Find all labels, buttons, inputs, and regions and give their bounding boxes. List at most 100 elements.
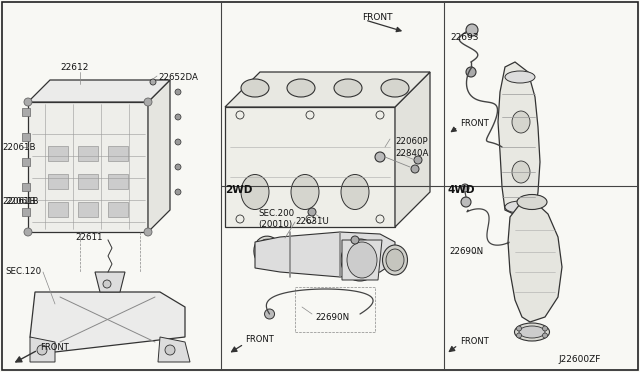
Circle shape — [144, 98, 152, 106]
Circle shape — [165, 345, 175, 355]
Ellipse shape — [241, 79, 269, 97]
Circle shape — [466, 24, 478, 36]
Text: 22693: 22693 — [450, 32, 479, 42]
Polygon shape — [342, 240, 382, 280]
Circle shape — [543, 326, 547, 331]
Circle shape — [175, 189, 181, 195]
Polygon shape — [28, 102, 148, 232]
Text: 22652DA: 22652DA — [158, 73, 198, 81]
Ellipse shape — [287, 79, 315, 97]
Ellipse shape — [241, 174, 269, 209]
Circle shape — [103, 280, 111, 288]
Text: FRONT: FRONT — [460, 119, 489, 128]
Text: FRONT: FRONT — [362, 13, 392, 22]
Ellipse shape — [517, 195, 547, 209]
Polygon shape — [148, 80, 170, 232]
Polygon shape — [255, 232, 395, 277]
Text: SEC.200: SEC.200 — [258, 209, 294, 218]
Circle shape — [175, 164, 181, 170]
Circle shape — [24, 228, 32, 236]
Bar — [108, 202, 128, 217]
Bar — [108, 174, 128, 189]
Circle shape — [461, 197, 471, 207]
Circle shape — [351, 236, 359, 244]
Text: FRONT: FRONT — [460, 337, 489, 346]
Text: 22690N: 22690N — [315, 312, 349, 321]
Bar — [22, 183, 30, 191]
Circle shape — [411, 165, 419, 173]
Circle shape — [516, 333, 522, 338]
Circle shape — [543, 333, 547, 338]
Circle shape — [37, 345, 47, 355]
Ellipse shape — [386, 249, 404, 271]
Text: 22061B: 22061B — [2, 198, 35, 206]
Polygon shape — [498, 62, 540, 217]
Ellipse shape — [515, 323, 550, 341]
Polygon shape — [158, 337, 190, 362]
Bar — [48, 146, 68, 161]
Circle shape — [281, 238, 289, 246]
Circle shape — [175, 89, 181, 95]
Ellipse shape — [254, 236, 282, 268]
Ellipse shape — [505, 71, 535, 83]
Bar — [78, 174, 98, 189]
Ellipse shape — [383, 245, 408, 275]
Text: 22061B: 22061B — [5, 198, 38, 206]
Polygon shape — [95, 272, 125, 292]
Ellipse shape — [341, 239, 379, 281]
Text: 22061B: 22061B — [2, 142, 35, 151]
Ellipse shape — [257, 239, 279, 265]
Circle shape — [308, 208, 316, 216]
Polygon shape — [508, 202, 562, 322]
Circle shape — [461, 184, 469, 192]
Text: 22060P: 22060P — [395, 138, 428, 147]
Text: 22631U: 22631U — [295, 218, 329, 227]
Bar — [78, 146, 98, 161]
Bar — [48, 174, 68, 189]
Circle shape — [150, 79, 156, 85]
Polygon shape — [395, 72, 430, 227]
Polygon shape — [225, 72, 430, 107]
Text: (20010): (20010) — [258, 219, 292, 228]
Bar — [78, 202, 98, 217]
Circle shape — [375, 152, 385, 162]
Ellipse shape — [341, 174, 369, 209]
Ellipse shape — [505, 201, 535, 213]
Text: J22600ZF: J22600ZF — [558, 356, 600, 365]
Text: 22690N: 22690N — [449, 247, 483, 257]
Bar — [48, 202, 68, 217]
Circle shape — [516, 326, 522, 331]
Circle shape — [24, 98, 32, 106]
Text: 4WD: 4WD — [448, 185, 476, 195]
Circle shape — [175, 139, 181, 145]
Bar — [22, 158, 30, 166]
Polygon shape — [28, 80, 170, 102]
Ellipse shape — [381, 79, 409, 97]
Text: FRONT: FRONT — [40, 343, 68, 352]
Ellipse shape — [334, 79, 362, 97]
Ellipse shape — [519, 326, 545, 338]
Bar — [108, 146, 128, 161]
Polygon shape — [225, 107, 395, 227]
Text: 2WD: 2WD — [225, 185, 252, 195]
Bar — [22, 133, 30, 141]
Circle shape — [466, 67, 476, 77]
Circle shape — [414, 156, 422, 164]
Circle shape — [175, 114, 181, 120]
Text: 22612: 22612 — [60, 62, 88, 71]
Bar — [295, 287, 375, 332]
Text: 22840A: 22840A — [395, 150, 428, 158]
Ellipse shape — [291, 174, 319, 209]
Ellipse shape — [512, 111, 530, 133]
Bar — [22, 108, 30, 116]
Ellipse shape — [347, 242, 377, 278]
Bar — [22, 208, 30, 216]
Polygon shape — [30, 292, 185, 352]
Circle shape — [264, 309, 275, 319]
Circle shape — [144, 228, 152, 236]
Text: FRONT: FRONT — [245, 336, 274, 344]
Ellipse shape — [512, 161, 530, 183]
Text: SEC.120: SEC.120 — [5, 267, 41, 276]
Polygon shape — [30, 337, 55, 362]
Text: 22611: 22611 — [75, 232, 102, 241]
